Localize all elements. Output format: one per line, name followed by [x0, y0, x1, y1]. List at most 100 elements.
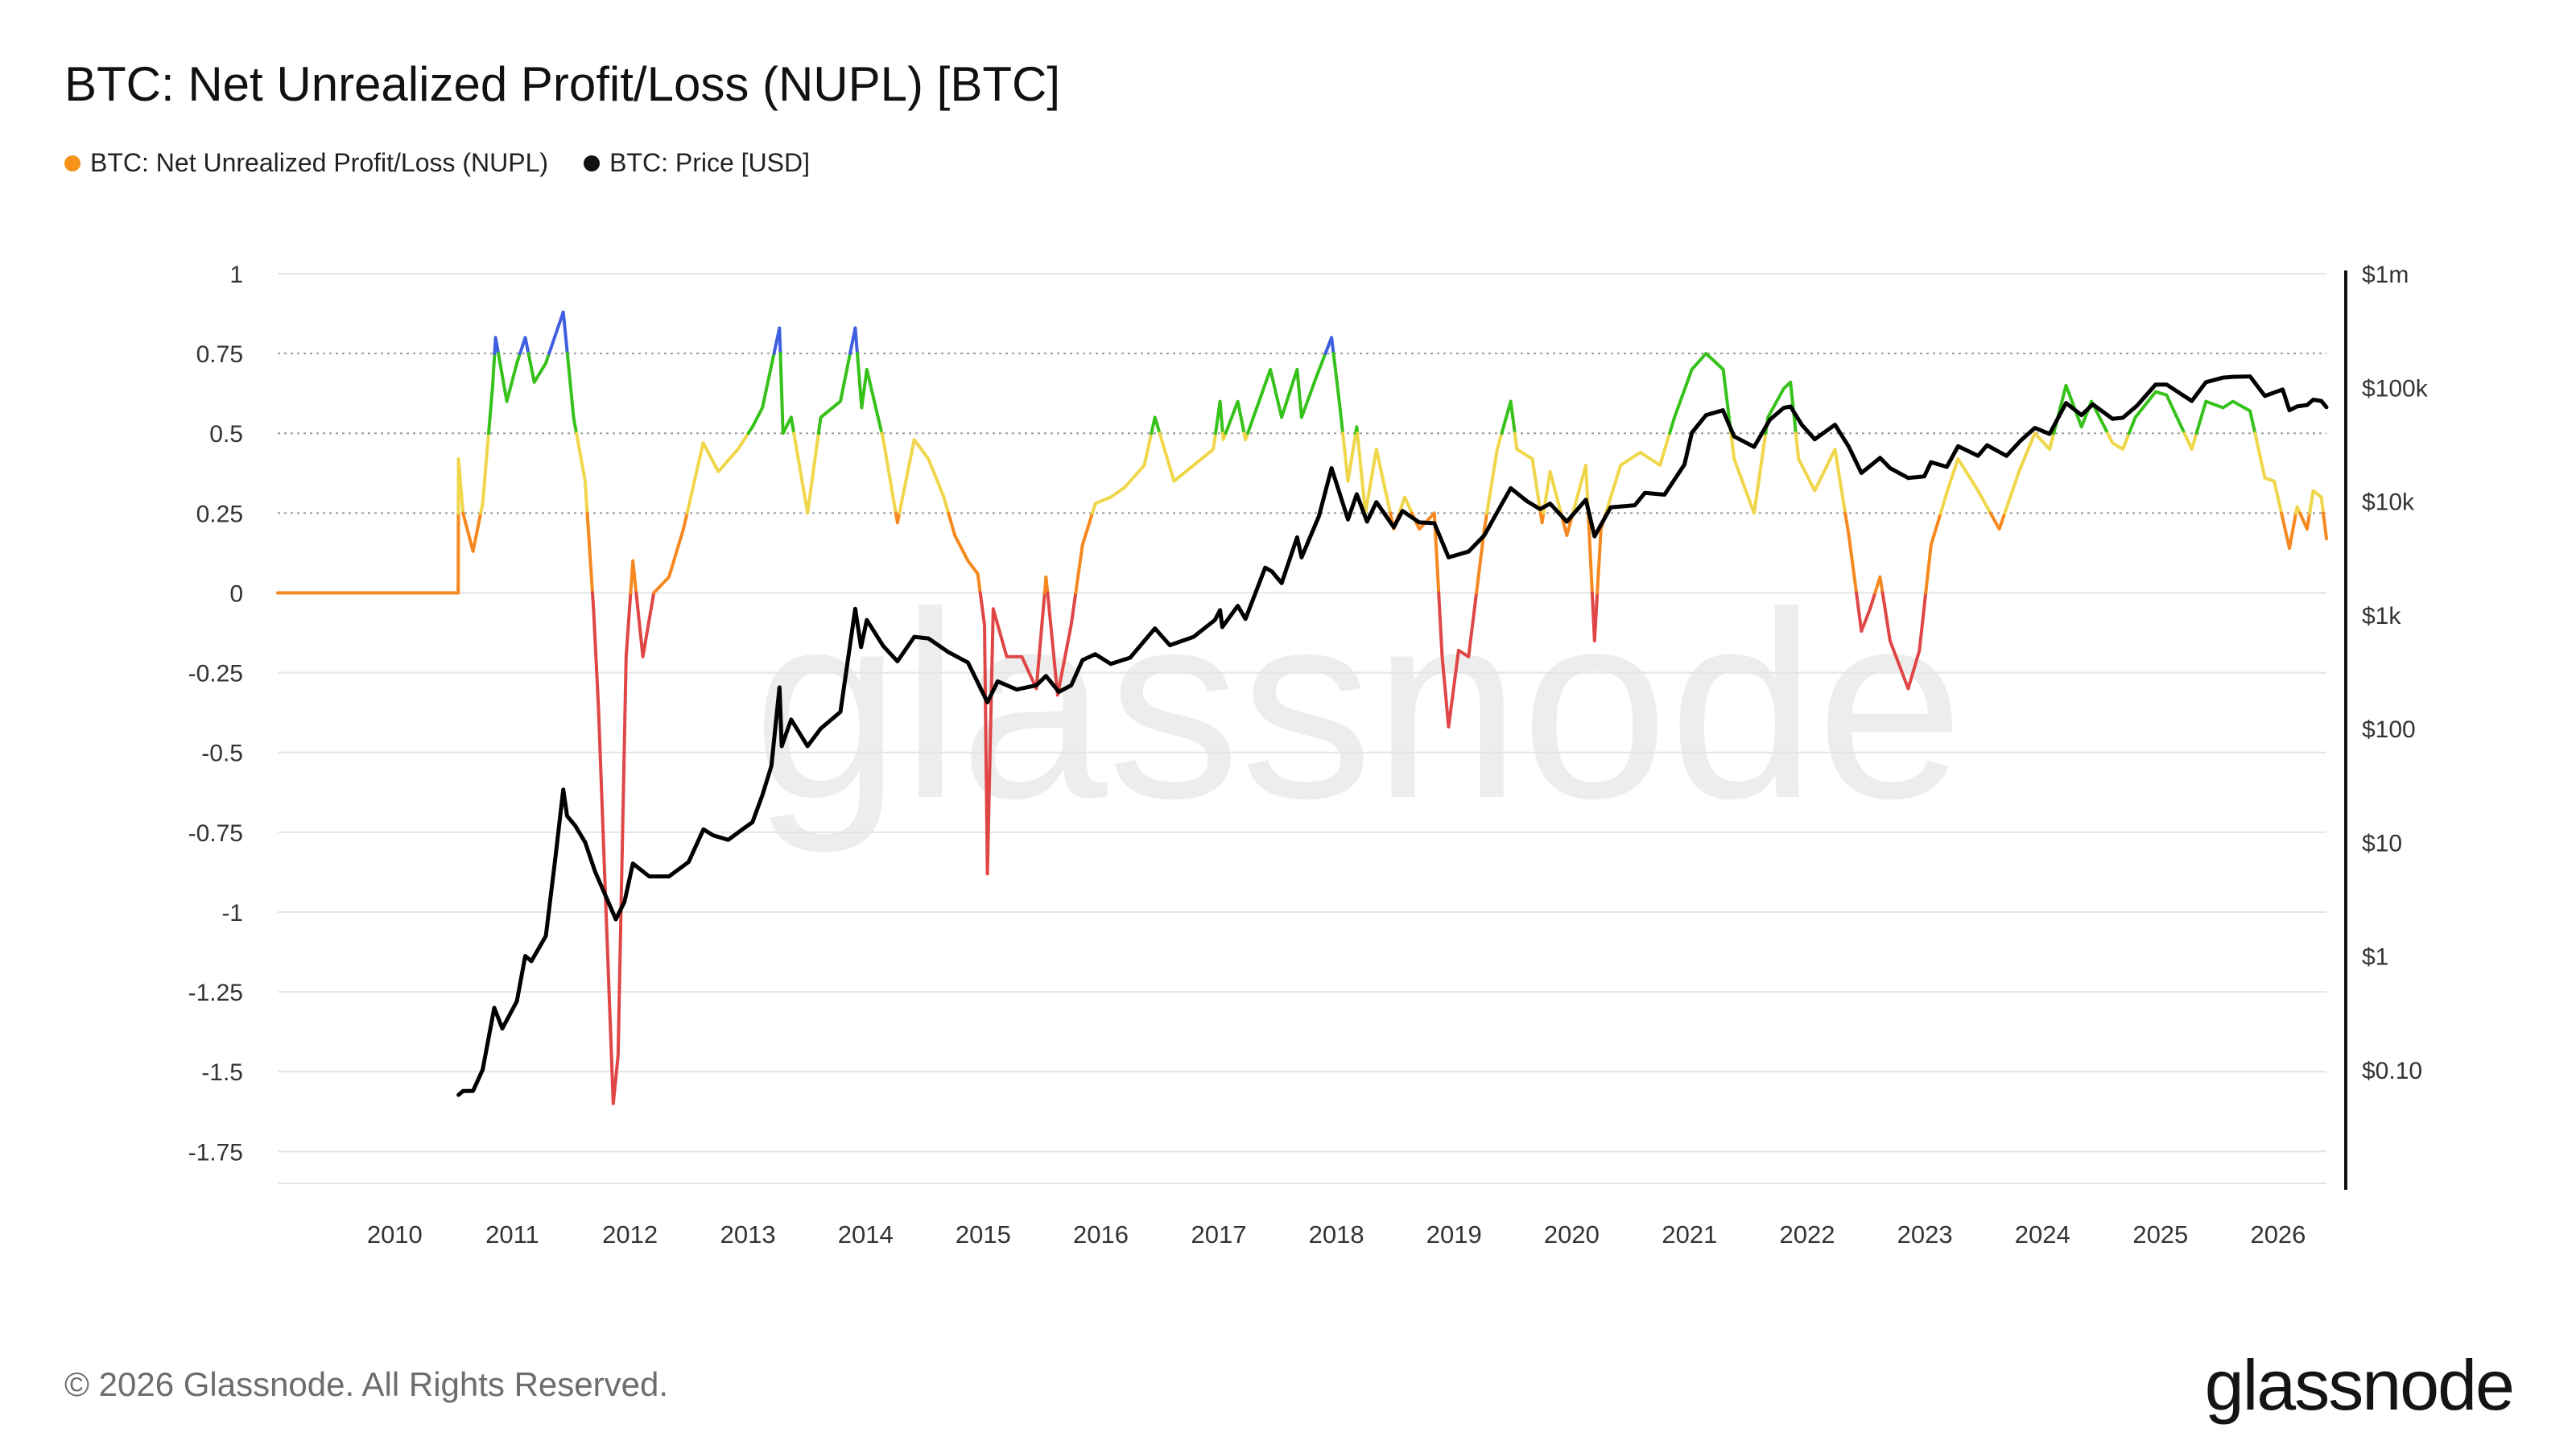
- nupl-series-segment: [1873, 575, 1885, 595]
- right-tick-label: $100k: [2362, 375, 2429, 402]
- nupl-series-segment: [1341, 431, 1358, 483]
- nupl-series-segment: [1843, 511, 1859, 595]
- x-tick-label: 2019: [1426, 1220, 1482, 1249]
- x-tick-label: 2016: [1073, 1220, 1129, 1249]
- nupl-series-segment: [493, 336, 501, 356]
- nupl-series-segment: [2308, 489, 2326, 515]
- right-tick-label: $10k: [2362, 489, 2415, 516]
- x-tick-label: 2024: [2015, 1220, 2070, 1249]
- glassnode-logo: glassnode: [2204, 1345, 2515, 1425]
- copyright-footer: © 2026 Glassnode. All Rights Reserved.: [64, 1365, 669, 1403]
- nupl-series-segment: [1220, 431, 1228, 442]
- left-tick-label: -1.5: [201, 1059, 243, 1086]
- nupl-series-segment: [497, 352, 522, 403]
- nupl-series-segment: [2194, 399, 2257, 436]
- nupl-series-segment: [1500, 399, 1517, 436]
- nupl-series-segment: [1794, 431, 1847, 515]
- left-tick-label: -0.75: [188, 820, 243, 847]
- nupl-series-segment: [894, 511, 902, 525]
- nupl-series-segment: [778, 352, 796, 436]
- x-tick-label: 2010: [367, 1220, 423, 1249]
- nupl-series-segment: [848, 326, 859, 356]
- nupl-series-segment: [1150, 415, 1162, 436]
- nupl-series-segment: [1587, 511, 1594, 595]
- nupl-series-segment: [1242, 431, 1249, 442]
- nupl-series-segment: [2106, 431, 2131, 452]
- chart-legend: BTC: Net Unrealized Profit/Loss (NUPL) B…: [64, 148, 810, 178]
- nupl-series-segment: [518, 336, 530, 356]
- nupl-series-segment: [1571, 463, 1590, 515]
- nupl-series-segment: [1214, 399, 1224, 436]
- nupl-series-segment: [1042, 575, 1050, 595]
- nupl-series-segment: [1880, 591, 1928, 691]
- nupl-series-segment: [2127, 390, 2186, 436]
- nupl-series-segment: [652, 511, 689, 595]
- nupl-series-segment: [565, 352, 579, 436]
- left-tick-label: -1: [221, 900, 243, 927]
- x-tick-label: 2014: [838, 1220, 894, 1249]
- x-tick-label: 2012: [602, 1220, 658, 1249]
- nupl-series-segment: [2298, 511, 2312, 531]
- left-tick-label: -1.75: [188, 1139, 243, 1166]
- nupl-series-segment: [1356, 431, 1393, 515]
- nupl-series-segment: [1485, 431, 1504, 515]
- nupl-series-segment: [1091, 431, 1154, 515]
- nupl-series-segment: [685, 431, 750, 515]
- x-tick-label: 2020: [1544, 1220, 1600, 1249]
- price-series-line: [456, 374, 2329, 1097]
- left-tick-label: 0.75: [196, 341, 243, 368]
- nupl-series-segment: [1046, 591, 1078, 697]
- legend-label-nupl: BTC: Net Unrealized Profit/Loss (NUPL): [90, 148, 549, 177]
- nupl-series-segment: [898, 438, 951, 515]
- left-tick-label: 0: [229, 580, 243, 607]
- nupl-series-segment: [276, 511, 460, 595]
- nupl-series-segment: [1542, 469, 1563, 515]
- nupl-series-segment: [1437, 591, 1479, 729]
- legend-item-price[interactable]: BTC: Price [USD]: [584, 148, 810, 178]
- right-tick-label: $1m: [2362, 262, 2409, 288]
- right-tick-label: $10: [2362, 830, 2402, 857]
- x-tick-label: 2015: [956, 1220, 1011, 1249]
- nupl-series-segment: [1074, 511, 1094, 595]
- nupl-series-segment: [2322, 511, 2328, 541]
- nupl-series-segment: [978, 591, 1046, 876]
- right-tick-label: $1k: [2362, 603, 2401, 630]
- nupl-series-segment: [1938, 457, 1992, 515]
- nupl-series-segment: [456, 457, 465, 515]
- nupl-series-segment: [1855, 591, 1877, 634]
- nupl-series-segment: [1323, 336, 1335, 356]
- nupl-series-segment: [856, 352, 884, 436]
- x-tick-label: 2025: [2132, 1220, 2188, 1249]
- nupl-series-segment: [1331, 352, 1345, 436]
- left-tick-label: -0.5: [201, 741, 243, 767]
- x-tick-label: 2022: [1780, 1220, 1835, 1249]
- nupl-series-segment: [1246, 352, 1327, 436]
- nupl-series-segment: [1538, 511, 1546, 525]
- nupl-series-segment: [634, 591, 656, 658]
- nupl-series-segment: [1559, 511, 1575, 538]
- x-tick-label: 2013: [720, 1220, 776, 1249]
- nupl-series-segment: [2052, 383, 2110, 436]
- legend-item-nupl[interactable]: BTC: Net Unrealized Profit/Loss (NUPL): [64, 148, 548, 178]
- right-tick-label: $0.10: [2362, 1058, 2422, 1084]
- nupl-series-segment: [629, 559, 638, 595]
- nupl-series-segment: [2280, 511, 2298, 550]
- x-tick-label: 2011: [485, 1220, 539, 1249]
- chart-title: BTC: Net Unrealized Profit/Loss (NUPL) […: [64, 57, 1061, 111]
- legend-label-price: BTC: Price [USD]: [609, 148, 810, 177]
- left-tick-label: 0.25: [196, 501, 243, 527]
- nupl-series-segment: [816, 352, 852, 436]
- nupl-series-segment: [1354, 425, 1360, 436]
- right-tick-label: $1: [2362, 944, 2388, 971]
- x-tick-label: 2017: [1191, 1220, 1247, 1249]
- left-tick-label: 1: [229, 262, 243, 288]
- nupl-series-segment: [2182, 431, 2198, 452]
- nupl-series-segment: [880, 431, 898, 515]
- nupl-series-segment: [1988, 511, 2007, 531]
- nupl-series-segment: [479, 431, 490, 515]
- nupl-series-segment: [547, 310, 569, 356]
- nupl-series-segment: [1729, 431, 1768, 515]
- x-tick-label: 2021: [1662, 1220, 1717, 1249]
- nupl-series-segment: [2253, 431, 2284, 515]
